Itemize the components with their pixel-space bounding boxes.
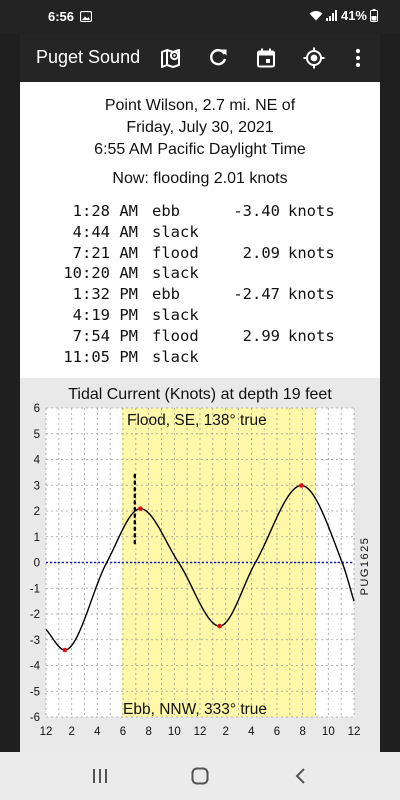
x-tick-label: 4 [94,726,101,738]
event-type: slack [152,264,199,283]
station-date: Friday, July 30, 2021 [126,119,274,136]
y-tick-label: 1 [34,532,40,544]
event-time: 7:21 AM [72,243,138,262]
y-tick-label: -4 [30,661,41,673]
event-speed: -3.40 [233,202,280,220]
event-unit: knots [288,285,335,304]
x-tick-label: 4 [248,726,255,738]
y-tick-label: 6 [34,403,40,415]
wifi-icon [309,11,323,21]
more-vert-icon[interactable] [346,46,370,70]
x-tick-label: 12 [194,726,207,738]
x-tick-label: 10 [168,726,181,738]
station-header: Point Wilson, 2.7 mi. NE of Friday, July… [20,95,380,161]
app-title: Puget Sound [36,47,141,67]
station-time: 6:55 AM Pacific Daylight Time [94,141,306,158]
tide-content: Point Wilson, 2.7 mi. NE of Friday, July… [20,82,380,752]
flood-label: Flood, SE, 138° true [127,412,267,429]
event-unit: knots [288,326,335,345]
signal-icon [325,10,337,21]
map-pin-icon[interactable] [159,46,183,70]
current-curve [45,484,355,651]
event-time: 7:54 PM [72,326,138,345]
chart-title: Tidal Current (Knots) at depth 19 feet [68,386,332,403]
y-tick-label: -6 [30,712,40,724]
event-time: 1:32 PM [72,285,138,304]
y-tick-label: 5 [34,429,40,441]
event-type: flood [152,326,199,345]
extremum-point [138,506,143,511]
home-icon[interactable] [188,764,212,788]
my-location-icon[interactable] [302,46,326,70]
tidal-current-chart: 6 5 4 3 2 1 0 -1 -2 -3 -4 -5 -6 12 2 4 6 8 10 12 2 4 6 8 10 12 Flo… [20,378,380,752]
x-tick-label: 8 [299,726,305,738]
recents-icon[interactable] [88,764,112,788]
event-type: slack [152,222,199,241]
x-tick-label: 6 [120,726,126,738]
current-status: Now: flooding 2.01 knots [112,170,288,187]
event-row: 10:20 AM slack [60,263,335,284]
battery-icon [370,9,378,22]
y-tick-label: 0 [34,558,40,570]
y-tick-label: 4 [34,455,41,467]
station-name: Point Wilson, 2.7 mi. NE of [104,97,296,114]
event-type: ebb [152,202,180,220]
y-tick-label: 3 [34,480,40,492]
event-row: 4:19 PM slack [60,305,335,326]
back-icon[interactable] [289,764,313,788]
x-tick-label: 12 [40,726,53,738]
event-time: 10:20 AM [63,264,138,283]
calendar-icon[interactable] [254,46,278,70]
event-unit: knots [288,202,335,220]
x-tick-label: 12 [348,726,361,738]
event-row: 1:28 AM ebb -3.40 knots [60,201,335,222]
battery-percent: 41% [340,8,367,23]
status-icons: 41% [309,8,378,23]
system-nav-bar [0,752,400,800]
y-tick-label: -5 [30,686,40,698]
app-bar: Puget Sound [20,34,380,82]
y-tick-label: -1 [30,583,40,595]
event-time: 4:19 PM [72,305,138,324]
extremum-point [62,647,68,653]
event-row: 7:21 AM flood 2.09 knots [60,243,335,264]
event-time: 4:44 AM [72,222,138,241]
y-tick-label: -3 [30,635,40,647]
refresh-icon[interactable] [206,46,230,70]
extremum-point [217,623,222,629]
event-type: slack [152,347,199,366]
event-row: 7:54 PM flood 2.99 knots [60,326,335,347]
event-speed: 2.09 [242,243,280,262]
ebb-label: Ebb, NNW, 333° true [123,701,267,718]
station-id-label: PUG1625 [359,537,371,596]
y-tick-label: -2 [30,609,40,621]
event-type: slack [152,305,199,324]
extremum-point [299,483,304,488]
event-row: 11:05 PM slack [60,347,335,368]
current-events-table: 1:28 AM ebb -3.40 knots 4:44 AM slack 7:21 AM f… [60,201,335,368]
gallery-icon [80,11,92,22]
status-bar: 6:56 41% [0,0,400,34]
event-speed: -2.47 [233,285,280,304]
event-time: 1:28 AM [72,202,138,220]
event-row: 1:32 PM ebb -2.47 knots [60,284,335,305]
y-tick-label: 2 [34,506,40,518]
event-time: 11:05 PM [63,347,138,366]
event-speed: 2.99 [242,326,280,345]
x-tick-label: 2 [68,726,74,738]
event-row: 4:44 AM slack [60,222,335,243]
event-type: flood [152,243,199,262]
status-time: 6:56 [48,9,75,24]
event-type: ebb [152,285,180,304]
event-unit: knots [288,243,335,262]
x-tick-label: 8 [145,726,151,738]
x-tick-label: 2 [222,726,228,738]
x-tick-label: 10 [322,726,335,738]
x-tick-label: 6 [274,726,280,738]
